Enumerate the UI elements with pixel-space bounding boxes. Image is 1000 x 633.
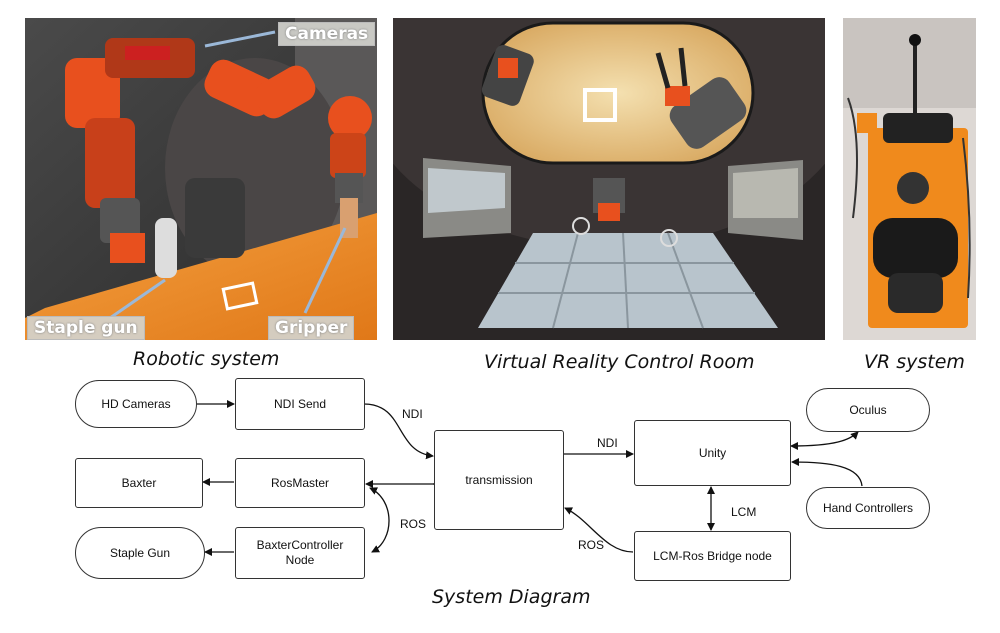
baxter-controller-label-line2: Node: [285, 553, 315, 567]
robotic-system-photo: Cameras Staple gun Gripper: [25, 18, 377, 340]
rosmaster-label: RosMaster: [270, 475, 329, 490]
edge-lcm-bridge-to-transmission: [564, 507, 634, 553]
ndi-send-node: NDI Send: [235, 378, 365, 430]
baxter-controller-label-line1: BaxterController: [256, 538, 344, 552]
staple-gun-node-label: Staple Gun: [109, 545, 171, 560]
hand-controllers-label: Hand Controllers: [822, 500, 914, 515]
edge-hand-controllers-to-unity: [791, 458, 863, 487]
vr-control-room-caption: Virtual Reality Control Room: [484, 351, 755, 373]
unity-label: Unity: [698, 445, 727, 460]
hand-controllers-node: Hand Controllers: [806, 487, 930, 529]
edge-unity-oculus: [790, 431, 859, 450]
vr-system-caption: VR system: [864, 351, 965, 373]
hd-cameras-label: HD Cameras: [101, 396, 171, 411]
rosmaster-node: RosMaster: [235, 458, 365, 508]
edge-label-ndi-left: NDI: [402, 407, 423, 421]
baxter-label: Baxter: [121, 475, 157, 490]
edge-label-ndi-right: NDI: [597, 436, 618, 450]
vr-system-illustration: [843, 18, 976, 340]
robotic-system-illustration: [25, 18, 377, 340]
hd-cameras-node: HD Cameras: [75, 380, 197, 428]
edge-label-ros-right: ROS: [578, 538, 605, 552]
vr-control-room-photo: [393, 18, 825, 340]
oculus-node: Oculus: [806, 388, 930, 432]
vr-control-room-illustration: [393, 18, 825, 340]
robotic-system-caption: Robotic system: [133, 348, 280, 370]
vr-system-photo: [843, 18, 976, 340]
ndi-send-label: NDI Send: [273, 396, 327, 411]
lcm-ros-bridge-node: LCM-Ros Bridge node: [634, 531, 791, 581]
edge-label-ros-left: ROS: [400, 517, 427, 531]
transmission-label: transmission: [465, 472, 533, 487]
gripper-label: Gripper: [268, 316, 355, 340]
system-diagram-title: System Diagram: [432, 586, 591, 608]
edge-ndi-send-to-transmission: [363, 403, 434, 460]
edge-rosmaster-baxter-controller: [369, 487, 390, 553]
transmission-node: transmission: [434, 430, 564, 530]
baxter-controller-node: BaxterController Node: [235, 527, 365, 579]
cameras-label: Cameras: [278, 22, 376, 46]
oculus-label: Oculus: [849, 402, 887, 417]
baxter-node: Baxter: [75, 458, 203, 508]
lcm-ros-bridge-label: LCM-Ros Bridge node: [653, 548, 772, 563]
staple-gun-node: Staple Gun: [75, 527, 205, 579]
edge-label-lcm: LCM: [731, 505, 757, 519]
unity-node: Unity: [634, 420, 791, 486]
staple-gun-label: Staple gun: [27, 316, 145, 340]
